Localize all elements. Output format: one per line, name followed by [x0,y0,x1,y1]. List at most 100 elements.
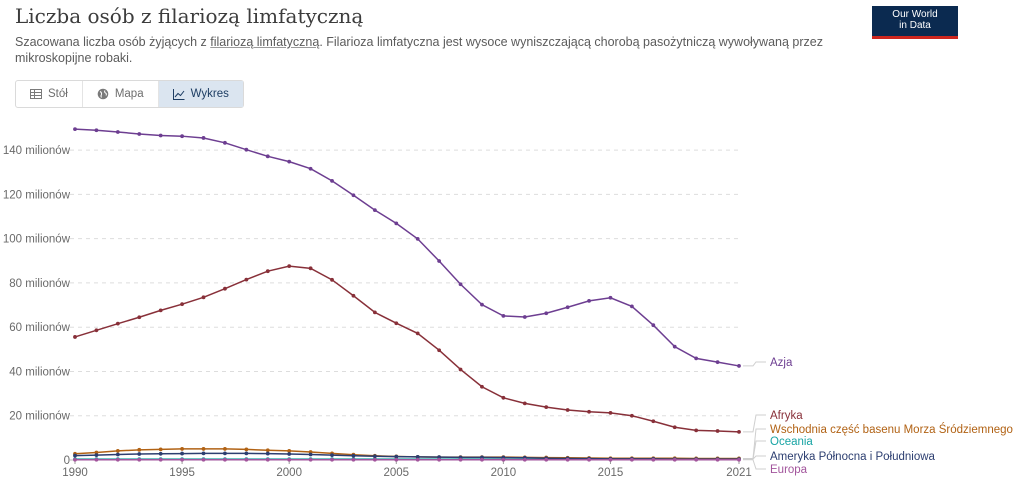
series-label: Wschodnia część basenu Morza Śródziemneg… [770,423,1013,436]
data-point [308,457,313,462]
data-point [737,364,741,368]
legend-leader-line [743,361,766,367]
data-point [501,314,506,318]
data-point [137,447,142,452]
data-point [630,304,634,309]
data-point [180,451,184,456]
data-point [158,308,163,313]
data-point [565,457,570,462]
series-line-1 [74,265,740,433]
data-point [137,452,142,456]
data-point [587,298,591,303]
series-label: Afryka [770,410,803,422]
data-point [73,127,77,132]
data-point [94,128,99,133]
owid-logo[interactable]: Our World in Data [872,6,958,39]
x-tick-label: 2015 [598,467,624,479]
data-point [115,130,120,134]
data-point [501,457,506,462]
data-point [672,425,677,430]
subtitle-link[interactable]: filariozą limfatyczną [210,35,320,49]
data-point [351,193,356,198]
data-point [265,269,270,274]
data-point [694,428,699,433]
data-point [565,305,570,310]
logo-line-1: Our World [892,9,938,20]
data-point [308,166,313,171]
data-point [651,457,656,462]
data-point [223,457,227,462]
data-point [544,405,549,410]
data-point [372,454,377,459]
data-point [351,453,356,458]
data-point [694,356,699,361]
data-point [287,159,292,164]
x-tick-label: 1990 [62,467,88,479]
data-point [415,331,420,336]
data-point [480,457,484,462]
data-point [201,295,206,300]
data-point [73,453,77,458]
data-point [201,451,206,456]
data-point [94,457,99,462]
data-point [73,335,77,339]
data-point [180,447,184,451]
data-point [372,208,377,213]
tab-chart[interactable]: Wykres [157,81,243,107]
data-point [737,457,741,462]
data-point [372,310,377,315]
data-point [180,457,184,462]
data-point [265,154,270,159]
data-point [94,453,99,458]
table-icon [30,89,42,99]
data-point [73,457,77,462]
data-point [330,457,334,462]
data-point [415,455,420,459]
data-point [287,449,292,453]
data-point [223,140,227,145]
tab-map[interactable]: Mapa [81,81,158,107]
y-tick-label: 0 [64,455,70,467]
data-point [458,457,463,462]
legend-leader-line [743,414,766,433]
tab-table[interactable]: Stół [16,81,82,107]
data-point [115,457,120,462]
series-label: Oceania [770,436,813,448]
x-tick-label: 2010 [491,467,517,479]
data-point [330,178,334,183]
data-point [223,447,227,451]
data-point [737,429,741,434]
data-point [223,451,227,456]
data-point [694,457,699,462]
data-point [201,136,206,140]
chart-title: Liczba osób z filariozą limfatyczną [15,4,364,28]
data-point [265,457,270,462]
y-tick-label: 20 milionów [9,411,70,423]
data-point [715,360,720,365]
data-point [565,408,570,412]
data-point [608,457,613,462]
series-label: Ameryka Północna i Południowa [770,451,936,463]
data-point [437,348,442,353]
data-point [94,328,99,333]
data-point [158,451,163,456]
y-tick-label: 120 milionów [3,189,71,201]
data-point [651,323,656,328]
y-tick-label: 140 milionów [3,145,71,157]
data-point [308,266,313,271]
legend-leader-line [743,455,766,460]
data-point [137,457,142,462]
data-point [180,134,184,139]
data-point [608,295,613,300]
data-point [394,321,399,326]
subtitle-text-end: . Filarioza limfatyczna jest wysoce wyni… [15,35,823,65]
data-point [437,259,442,263]
data-point [115,452,120,457]
series-label: Europa [770,464,808,476]
series-line-0 [74,128,740,367]
data-point [372,457,377,462]
data-point [265,451,270,456]
data-point [244,147,249,152]
data-point [437,455,442,460]
